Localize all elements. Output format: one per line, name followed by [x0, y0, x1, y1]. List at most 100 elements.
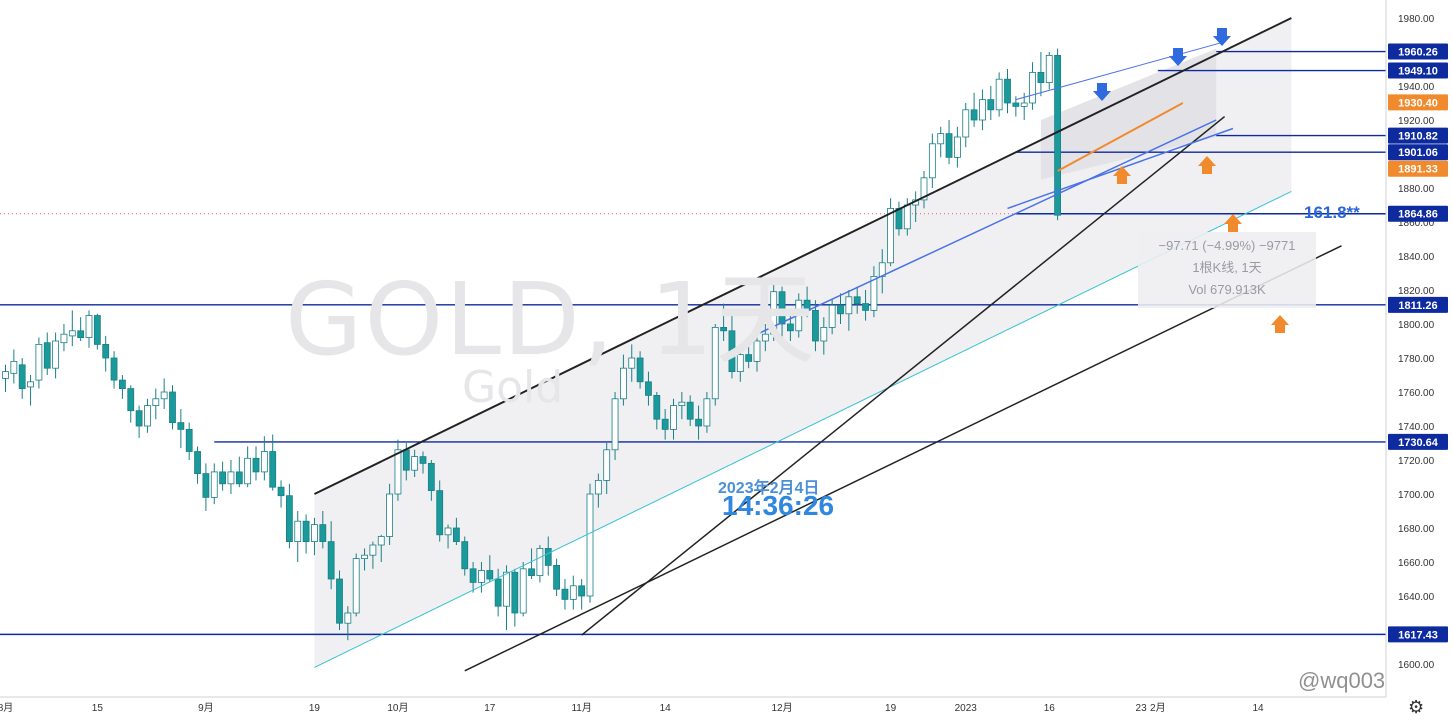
candle-body: [486, 570, 494, 580]
candle-body: [194, 451, 201, 475]
y-tick-label: 1980.00: [1398, 14, 1435, 25]
candle-body: [102, 343, 110, 359]
down-arrow-1: [1093, 83, 1111, 101]
candle-body: [277, 486, 285, 497]
candle-body: [670, 405, 677, 430]
y-tick-label: 1720.00: [1398, 456, 1435, 467]
candle-body: [578, 585, 586, 597]
y-tick-label: 1860.00: [1398, 218, 1435, 229]
candle-body: [653, 394, 661, 420]
x-tick-label: 14: [660, 703, 672, 714]
candle-body: [311, 524, 318, 542]
x-tick-label: 10月: [387, 702, 408, 714]
candle-body: [336, 578, 343, 624]
candle-body: [645, 381, 652, 396]
candle-body: [327, 541, 335, 580]
timestamp-date: 2023年2月4日: [718, 480, 820, 497]
candle-body: [987, 99, 995, 111]
price-tag-1811.26: [1388, 296, 1448, 313]
candle-body: [110, 357, 118, 381]
candle-body: [210, 471, 218, 498]
time-axis-panel: [0, 697, 1386, 721]
candle-body: [945, 133, 953, 158]
y-tick-label: 1600.00: [1398, 660, 1435, 671]
candle-body: [503, 571, 510, 607]
candle-body: [703, 398, 711, 427]
candle-body: [828, 304, 836, 328]
candle-body: [544, 548, 552, 566]
price-tag-text: 1930.40: [1398, 97, 1438, 109]
candle-body: [628, 357, 636, 369]
candle-body: [1054, 55, 1061, 216]
candle-body: [1045, 55, 1053, 84]
candle-body: [294, 520, 302, 543]
candle-body: [361, 554, 368, 560]
candle-body: [920, 177, 928, 201]
up-arrow-1: [1113, 166, 1131, 184]
candle-body: [745, 354, 753, 362]
candle-body: [979, 99, 986, 121]
candle-body: [569, 585, 577, 600]
candle-body: [252, 457, 260, 473]
x-tick-label: 19: [309, 703, 321, 714]
candle-body: [127, 388, 135, 412]
blue_trend_dec: [756, 119, 1217, 335]
down-arrow-3: [1213, 28, 1231, 46]
candle-body: [536, 548, 544, 577]
candle-body: [620, 367, 627, 400]
channel-fill: [314, 18, 1292, 668]
x-tick-label: 15: [92, 703, 104, 714]
price-tag-1730.64: [1388, 433, 1448, 450]
candle-body: [903, 204, 911, 230]
price-axis-panel: [1386, 0, 1452, 721]
candle-body: [10, 360, 18, 374]
price-tag-1930.40: [1388, 94, 1448, 111]
candle-body: [427, 462, 435, 491]
blue-wedge-top: [1015, 41, 1225, 101]
price-tag-1901.06: [1388, 144, 1448, 161]
candle-body: [444, 527, 452, 536]
up-arrow-2: [1198, 156, 1216, 174]
watermark-subtitle: Gold: [462, 362, 564, 413]
candle-body: [269, 451, 277, 488]
candle-body: [135, 410, 143, 427]
fib-extension-label: 161.8**: [1304, 203, 1360, 222]
candle-body: [954, 136, 961, 158]
x-tick-label: 2月: [1150, 702, 1166, 714]
y-tick-label: 1780.00: [1398, 354, 1435, 365]
y-tick-label: 1700.00: [1398, 490, 1435, 501]
trend_from_nov: [581, 116, 1226, 636]
candle-body: [962, 109, 970, 138]
y-tick-label: 1740.00: [1398, 422, 1435, 433]
candle-body: [202, 473, 210, 498]
settings-gear-icon[interactable]: ⚙: [1408, 697, 1425, 717]
candle-body: [152, 398, 160, 406]
candle-body: [260, 451, 268, 473]
candle-body: [285, 495, 293, 543]
candle-body: [812, 309, 819, 342]
candle-body: [119, 379, 126, 390]
y-tick-label: 1800.00: [1398, 320, 1435, 331]
candle-body: [711, 326, 719, 400]
candle-body: [611, 398, 619, 451]
price-tag-text: 1730.64: [1398, 437, 1439, 449]
candle-body: [411, 456, 419, 471]
price-tag-text: 1864.86: [1398, 209, 1438, 221]
candle-body: [27, 381, 34, 388]
candle-body: [377, 536, 385, 546]
candle-body: [461, 541, 469, 570]
price-tag-text: 1960.26: [1398, 47, 1438, 59]
candle-body: [436, 490, 444, 536]
candle-body: [678, 401, 686, 407]
candle-body: [778, 291, 786, 325]
candle-body: [2, 371, 9, 379]
orange_channel: [1057, 102, 1184, 172]
x-tick-label: 12月: [771, 702, 792, 714]
candle-body: [344, 612, 352, 624]
x-tick-label: 2023: [955, 703, 978, 714]
candle-body: [302, 520, 310, 543]
y-tick-label: 1760.00: [1398, 388, 1435, 399]
x-tick-label: 19: [885, 703, 897, 714]
candle-body: [1004, 78, 1011, 104]
